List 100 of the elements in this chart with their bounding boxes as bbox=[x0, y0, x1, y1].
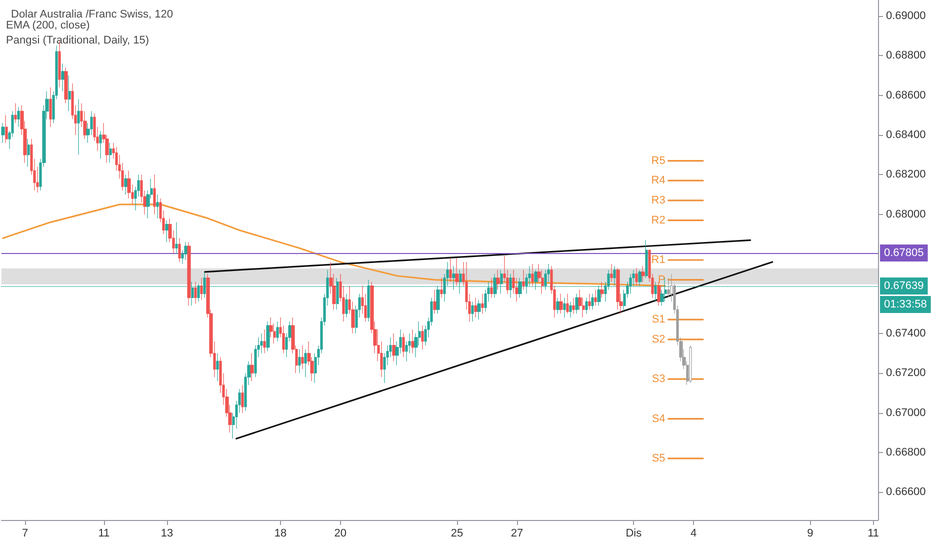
candlestick bbox=[594, 289, 597, 306]
candlestick bbox=[175, 222, 178, 254]
candlestick bbox=[165, 220, 169, 242]
x-tick-label: 11 bbox=[98, 528, 110, 540]
candlestick bbox=[433, 289, 437, 314]
candlestick bbox=[345, 293, 348, 318]
candlestick bbox=[250, 352, 254, 382]
series-label: R3 bbox=[651, 194, 666, 206]
candlestick bbox=[585, 297, 588, 314]
ref-line-label: 0.67805 bbox=[884, 247, 924, 260]
y-tick-label: 0.68000 bbox=[886, 208, 926, 220]
candlestick bbox=[645, 240, 648, 278]
candlestick bbox=[263, 329, 266, 354]
candlestick bbox=[203, 272, 206, 298]
series-label: S4 bbox=[652, 412, 666, 425]
annotation: EMA (200, close) bbox=[6, 20, 90, 32]
candlestick bbox=[68, 75, 71, 112]
x-tick-label: 7 bbox=[22, 528, 28, 540]
candlestick bbox=[61, 63, 65, 92]
candlestick bbox=[569, 301, 572, 318]
line-series bbox=[2, 204, 666, 287]
candlestick bbox=[27, 138, 30, 168]
y-tick-label: 0.66800 bbox=[886, 446, 926, 459]
series-label: R4 bbox=[651, 174, 666, 187]
candlestick bbox=[14, 102, 17, 124]
candlestick bbox=[667, 278, 670, 298]
candlestick bbox=[276, 321, 279, 342]
y-tick-label: 0.69000 bbox=[886, 10, 926, 22]
candlestick bbox=[471, 301, 474, 322]
series-label: R2 bbox=[651, 214, 666, 226]
candlestick bbox=[641, 266, 645, 282]
candlestick bbox=[556, 297, 560, 314]
y-tick-label: 0.67200 bbox=[886, 367, 926, 380]
y-tick-label: 0.68200 bbox=[886, 168, 926, 181]
candlestick bbox=[336, 278, 339, 310]
candlestick bbox=[490, 278, 493, 298]
y-tick-label: 0.66600 bbox=[886, 486, 926, 498]
candlestick bbox=[216, 352, 219, 382]
series-label: S1 bbox=[652, 314, 666, 326]
candlestick bbox=[241, 384, 244, 414]
candlestick bbox=[64, 67, 68, 104]
candlestick bbox=[99, 130, 102, 160]
x-tick-label: 27 bbox=[510, 528, 524, 540]
candlestick bbox=[49, 87, 52, 128]
candlestick bbox=[559, 293, 563, 314]
x-tick-label: 9 bbox=[807, 528, 814, 540]
annotation: Pangsi (Traditional, Daily, 15) bbox=[6, 34, 150, 46]
x-tick-label: 11 bbox=[868, 528, 879, 540]
candlestick bbox=[509, 274, 512, 298]
candlestick bbox=[260, 333, 263, 354]
candlestick bbox=[156, 194, 159, 219]
candlestick bbox=[522, 270, 525, 290]
candlestick bbox=[689, 345, 692, 384]
candlestick bbox=[304, 349, 307, 378]
candlestick bbox=[298, 349, 301, 374]
candlestick bbox=[440, 278, 443, 298]
candlestick bbox=[572, 297, 575, 314]
candlestick bbox=[178, 238, 181, 262]
candlestick bbox=[563, 297, 566, 318]
y-tick-label: 0.67000 bbox=[886, 406, 926, 419]
candlestick bbox=[153, 174, 156, 215]
candlestick bbox=[449, 258, 452, 282]
candlestick bbox=[1, 122, 5, 144]
y-tick-label: 0.68400 bbox=[886, 128, 926, 141]
x-tick-label: Dis bbox=[626, 528, 642, 540]
candlestick bbox=[455, 258, 459, 286]
candlestick bbox=[421, 325, 424, 350]
candlestick bbox=[474, 297, 478, 318]
candlestick bbox=[616, 268, 620, 310]
candlestick bbox=[392, 333, 396, 362]
candlestick bbox=[477, 299, 481, 320]
text: Dolar Australia /Franc Swiss, 120 bbox=[11, 8, 174, 20]
candlestick bbox=[194, 282, 197, 304]
x-tick-label: 13 bbox=[160, 528, 174, 540]
candlestick bbox=[266, 321, 270, 352]
candlestick bbox=[610, 264, 613, 282]
candlestick bbox=[635, 268, 638, 286]
candlestick bbox=[109, 142, 112, 164]
candlestick bbox=[566, 293, 569, 314]
candlestick bbox=[591, 293, 594, 310]
series-label: S3 bbox=[652, 373, 666, 386]
candlestick bbox=[588, 293, 591, 310]
series-label: R1 bbox=[651, 254, 666, 266]
y-tick-label: 0.68800 bbox=[886, 50, 926, 62]
x-tick-label: 18 bbox=[274, 528, 287, 540]
x-tick-label: 25 bbox=[450, 528, 464, 540]
candlestick bbox=[17, 106, 20, 128]
candlestick bbox=[124, 174, 128, 195]
candlestick bbox=[301, 345, 304, 370]
candlestick bbox=[496, 270, 500, 290]
candlestick bbox=[5, 114, 8, 144]
series-label: S2 bbox=[652, 333, 666, 346]
candlestick bbox=[575, 293, 579, 314]
x-tick-label: 20 bbox=[334, 528, 347, 540]
y-tick-label: 0.67400 bbox=[886, 327, 926, 340]
x-tick-label: 4 bbox=[690, 528, 697, 540]
y-tick-label: 0.68600 bbox=[886, 89, 926, 102]
candlestick bbox=[187, 242, 191, 306]
ref-line-label: 0.67639 bbox=[884, 280, 924, 292]
candlestick bbox=[481, 293, 484, 314]
